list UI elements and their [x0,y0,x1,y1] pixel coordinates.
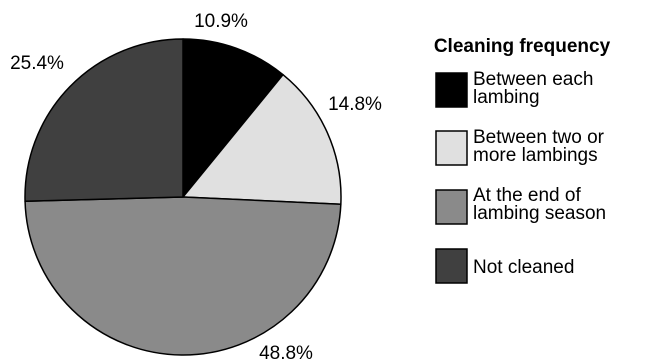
pie-slices [24,38,342,356]
legend-label-not-cleaned: Not cleaned [473,257,574,278]
slice-label-end-of-lambing-season: 48.8% [259,343,313,364]
slice-label-between-each-lambing: 10.9% [194,11,248,32]
legend-label-line-1: Between each [473,69,593,90]
legend-swatch-between-two-or-more-lambings [435,130,468,166]
legend-label-line-2: more lambings [473,145,598,166]
legend-label-end-of-lambing-season: At the end of lambing season [473,185,606,224]
legend-label-between-each-lambing: Between each lambing [473,69,599,108]
legend-item-between-two-or-more-lambings: Between two or more lambings [435,127,609,166]
pie-slice-3 [24,196,342,356]
legend-swatch-between-each-lambing [435,72,468,108]
pie-slice-1 [182,38,284,198]
legend: Cleaning frequency Between each lambing … [434,36,611,284]
pie-slice-4 [24,38,184,202]
legend-title: Cleaning frequency [434,36,611,57]
legend-label-line-1: Between two or [473,127,605,148]
legend-item-not-cleaned: Not cleaned [435,248,574,284]
legend-label-line-1: Not cleaned [473,257,574,278]
slice-labels: 10.9% 14.8% 48.8% 25.4% [10,11,382,364]
legend-item-between-each-lambing: Between each lambing [435,69,599,108]
legend-label-line-2: lambing [473,87,540,108]
legend-item-end-of-lambing-season: At the end of lambing season [435,185,606,225]
legend-label-line-2: lambing season [473,203,606,224]
legend-swatch-not-cleaned [435,248,468,284]
legend-swatch-end-of-lambing-season [435,189,468,225]
legend-label-between-two-or-more-lambings: Between two or more lambings [473,127,609,166]
pie-slice-2 [182,73,342,205]
legend-label-line-1: At the end of [473,185,581,206]
slice-label-not-cleaned: 25.4% [10,53,64,74]
slice-label-between-two-or-more-lambings: 14.8% [328,94,382,115]
